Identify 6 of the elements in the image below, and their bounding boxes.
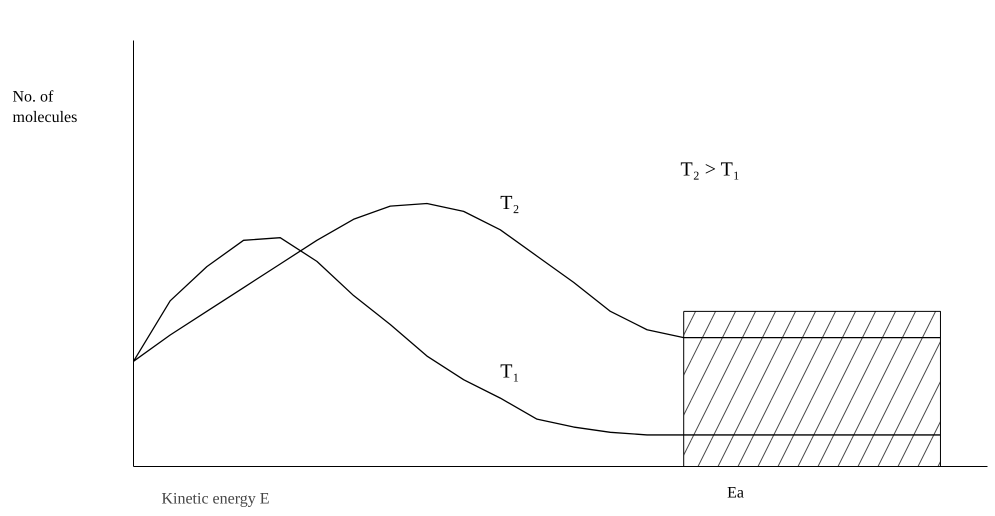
text: No. of molecules <box>12 88 78 126</box>
x-axis-title: Kinetic energy E <box>161 490 270 508</box>
text: T₂ > T₁ <box>680 158 740 180</box>
text: Ea <box>727 484 744 502</box>
series-label: T₂ <box>500 192 520 214</box>
series-label: T₁ <box>500 360 520 382</box>
